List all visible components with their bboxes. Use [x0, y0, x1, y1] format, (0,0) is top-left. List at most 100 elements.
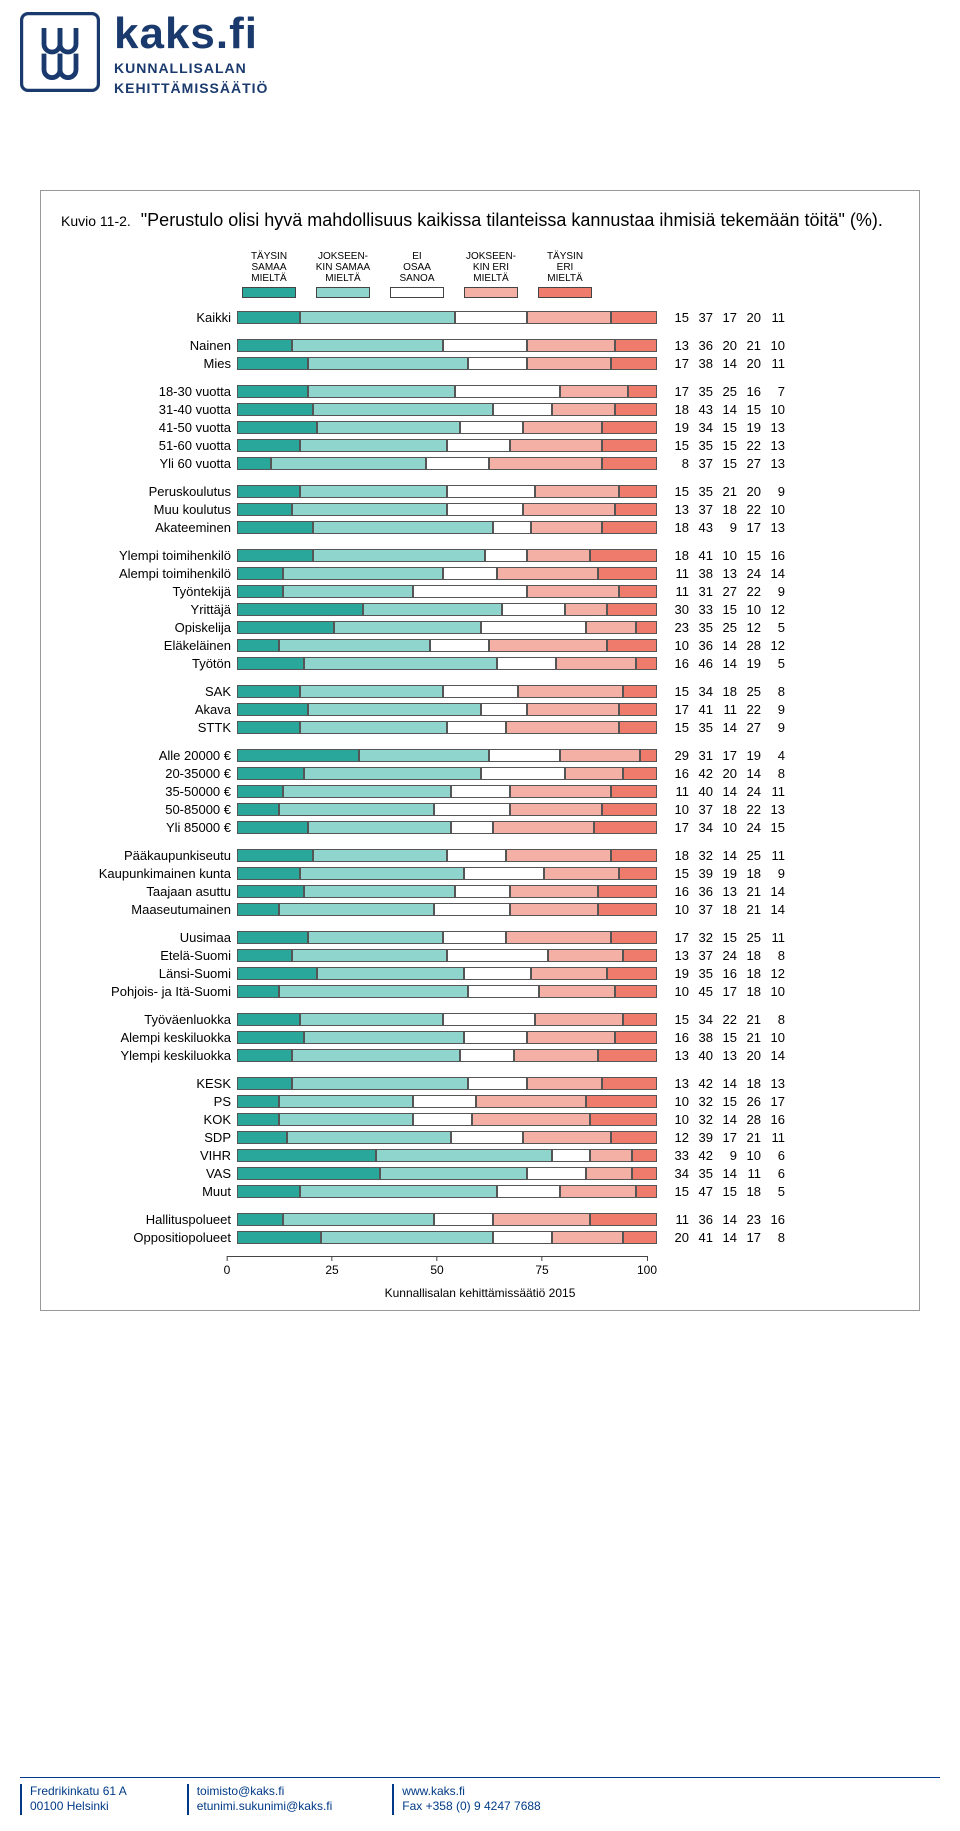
- value-cell: 5: [761, 657, 785, 670]
- value-cell: 8: [761, 767, 785, 780]
- value-cell: 4: [761, 749, 785, 762]
- bar-segment: [237, 1031, 304, 1044]
- row-values: 1935161812: [657, 967, 785, 980]
- bar-segment: [598, 567, 657, 580]
- logo-icon: [20, 12, 100, 92]
- bar-segment: [443, 685, 519, 698]
- row-label: 51-60 vuotta: [61, 439, 237, 452]
- stacked-bar: [237, 457, 657, 470]
- value-cell: 31: [689, 749, 713, 762]
- bar-segment: [300, 685, 443, 698]
- bar-segment: [619, 703, 657, 716]
- bar-segment: [602, 439, 657, 452]
- bar-segment: [615, 339, 657, 352]
- bar-segment: [611, 1131, 657, 1144]
- value-cell: 8: [761, 1231, 785, 1244]
- row-values: 1239172111: [657, 1131, 785, 1144]
- bar-segment: [308, 821, 451, 834]
- bar-segment: [586, 1167, 632, 1180]
- bar-segment: [413, 585, 526, 598]
- value-cell: 10: [761, 985, 785, 998]
- bar-segment: [623, 767, 657, 780]
- value-cell: 18: [737, 985, 761, 998]
- value-cell: 12: [737, 621, 761, 634]
- bar-segment: [426, 457, 489, 470]
- bar-segment: [279, 985, 468, 998]
- value-cell: 20: [713, 339, 737, 352]
- data-row: VAS343514116: [61, 1164, 899, 1182]
- bar-segment: [611, 931, 657, 944]
- bar-segment: [334, 621, 481, 634]
- data-row: Taajaan asuttu1636132114: [61, 882, 899, 900]
- bar-segment: [443, 1013, 535, 1026]
- bar-segment: [502, 603, 565, 616]
- data-row: 35-50000 €1140142411: [61, 782, 899, 800]
- stacked-bar: [237, 967, 657, 980]
- row-label: Yli 60 vuotta: [61, 457, 237, 470]
- brand-sub1: KUNNALLISALAN: [114, 60, 268, 76]
- row-label: Alempi keskiluokka: [61, 1031, 237, 1044]
- value-cell: 27: [737, 457, 761, 470]
- data-row: VIHR33429106: [61, 1146, 899, 1164]
- bar-segment: [623, 685, 657, 698]
- bar-segment: [237, 421, 317, 434]
- value-cell: 16: [665, 1031, 689, 1044]
- data-row: Alempi toimihenkilö1138132414: [61, 564, 899, 582]
- stacked-bar: [237, 721, 657, 734]
- bar-segment: [481, 703, 527, 716]
- legend-item: JOKSEEN- KIN ERI MIELTÄ: [456, 250, 526, 298]
- row-values: 1832142511: [657, 849, 785, 862]
- value-cell: 16: [713, 967, 737, 980]
- row-values: 3033151012: [657, 603, 785, 616]
- bar-segment: [292, 503, 447, 516]
- value-cell: 10: [761, 503, 785, 516]
- data-row: Uusimaa1732152511: [61, 928, 899, 946]
- bar-segment: [611, 785, 657, 798]
- row-label: Uusimaa: [61, 931, 237, 944]
- row-label: Yli 85000 €: [61, 821, 237, 834]
- row-label: 18-30 vuotta: [61, 385, 237, 398]
- data-row: SAK153418258: [61, 682, 899, 700]
- bar-segment: [283, 1213, 434, 1226]
- row-label: 20-35000 €: [61, 767, 237, 780]
- row-values: 1037182114: [657, 903, 785, 916]
- bar-segment: [514, 1049, 598, 1062]
- data-row: Työväenluokka153422218: [61, 1010, 899, 1028]
- data-row: Työtön164614195: [61, 654, 899, 672]
- row-values: 1342141813: [657, 1077, 785, 1090]
- bar-segment: [237, 339, 292, 352]
- value-cell: 17: [665, 385, 689, 398]
- stacked-bar: [237, 503, 657, 516]
- bar-segment: [527, 339, 615, 352]
- value-cell: 19: [737, 657, 761, 670]
- stacked-bar: [237, 931, 657, 944]
- row-values: 153422218: [657, 1013, 785, 1026]
- bar-segment: [590, 1149, 632, 1162]
- chart-title-row: Kuvio 11-2. "Perustulo olisi hyvä mahdol…: [51, 209, 909, 232]
- row-label: Pohjois- ja Itä-Suomi: [61, 985, 237, 998]
- value-cell: 33: [689, 603, 713, 616]
- value-cell: 19: [665, 421, 689, 434]
- bar-segment: [556, 657, 636, 670]
- stacked-bar: [237, 867, 657, 880]
- bar-segment: [237, 967, 317, 980]
- value-cell: 10: [665, 1113, 689, 1126]
- bar-segment: [237, 785, 283, 798]
- data-row: Länsi-Suomi1935161812: [61, 964, 899, 982]
- value-cell: 14: [713, 849, 737, 862]
- bar-segment: [237, 749, 359, 762]
- value-cell: 13: [761, 521, 785, 534]
- row-group: Nainen1336202110Mies1738142011: [61, 336, 899, 372]
- axis-tick: 75: [535, 1256, 548, 1277]
- value-cell: 25: [713, 385, 737, 398]
- value-cell: 20: [713, 767, 737, 780]
- bar-segment: [560, 385, 627, 398]
- stacked-bar: [237, 585, 657, 598]
- bar-segment: [548, 949, 624, 962]
- stacked-bar: [237, 985, 657, 998]
- bar-segment: [447, 849, 506, 862]
- value-cell: 15: [737, 549, 761, 562]
- row-label: Ylempi keskiluokka: [61, 1049, 237, 1062]
- value-cell: 42: [689, 1149, 713, 1162]
- value-cell: 32: [689, 1095, 713, 1108]
